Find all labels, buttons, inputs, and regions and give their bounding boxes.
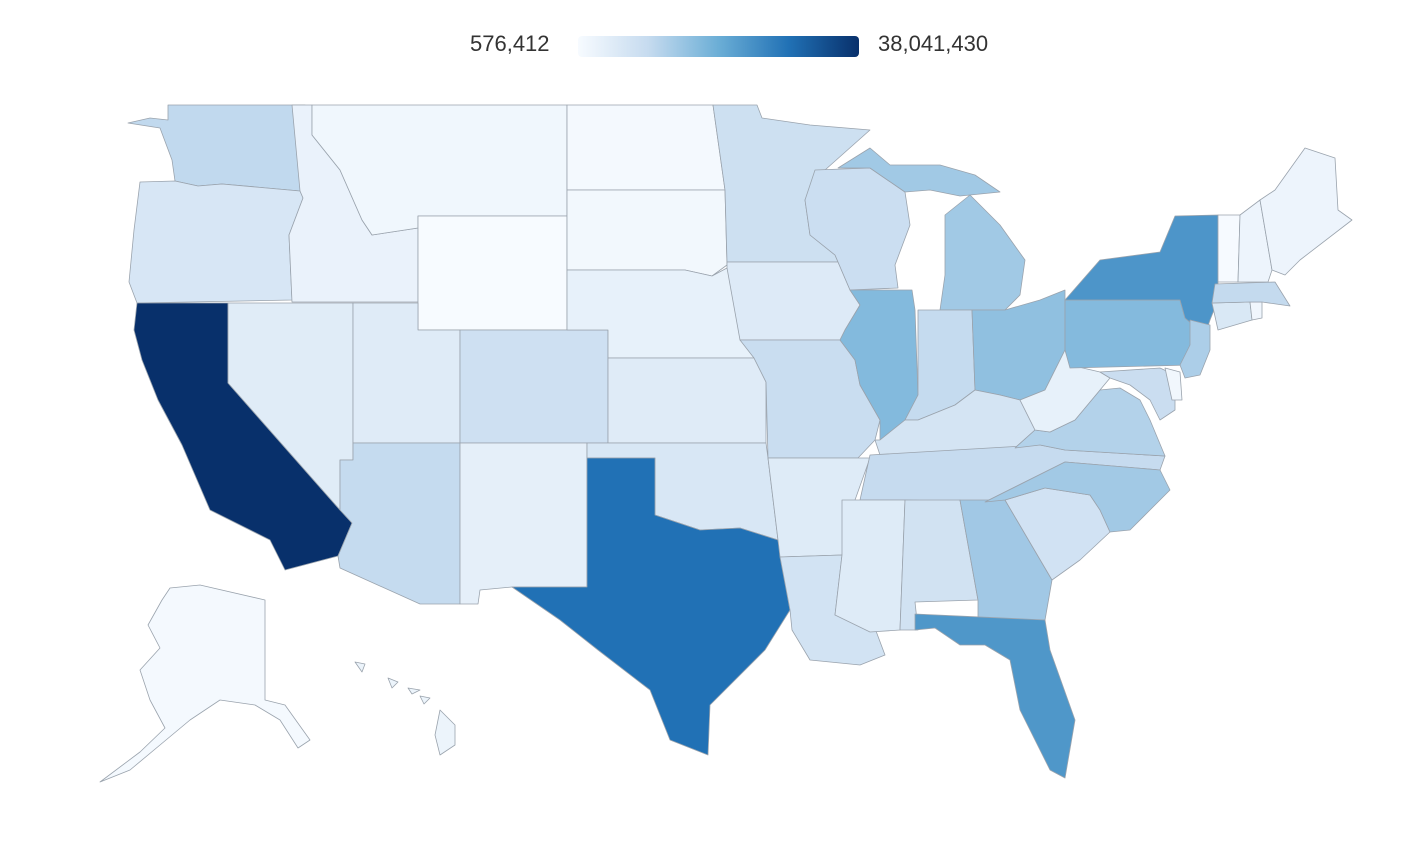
state-az[interactable]	[337, 442, 461, 605]
legend-max-label: 38,041,430	[878, 31, 989, 56]
state-co[interactable]	[459, 329, 609, 444]
state-mi-up[interactable]	[837, 147, 1001, 197]
state-ia[interactable]	[726, 261, 861, 341]
state-md[interactable]	[1099, 367, 1176, 421]
state-mi[interactable]	[939, 194, 1026, 311]
state-ms[interactable]	[834, 499, 906, 633]
state-de[interactable]	[1164, 367, 1183, 401]
state-hi[interactable]	[354, 661, 456, 756]
state-nj[interactable]	[1179, 319, 1211, 379]
state-ak[interactable]	[99, 584, 311, 783]
state-ri[interactable]	[1249, 301, 1263, 321]
state-or[interactable]	[128, 180, 304, 304]
state-il[interactable]	[839, 289, 919, 441]
state-tx[interactable]	[511, 457, 791, 756]
state-nc[interactable]	[984, 461, 1171, 533]
state-ma[interactable]	[1211, 281, 1291, 307]
state-nm[interactable]	[459, 442, 588, 605]
state-vt[interactable]	[1217, 214, 1241, 283]
state-fl[interactable]	[914, 613, 1076, 779]
legend-min-label: 576,412	[470, 31, 550, 56]
state-wa[interactable]	[127, 104, 306, 192]
state-me[interactable]	[1259, 147, 1353, 276]
state-sd[interactable]	[566, 189, 728, 277]
state-ks[interactable]	[607, 357, 767, 444]
state-wy[interactable]	[417, 215, 568, 331]
legend-color-scale	[578, 36, 859, 57]
state-nd[interactable]	[566, 104, 726, 191]
state-ct[interactable]	[1211, 301, 1253, 331]
